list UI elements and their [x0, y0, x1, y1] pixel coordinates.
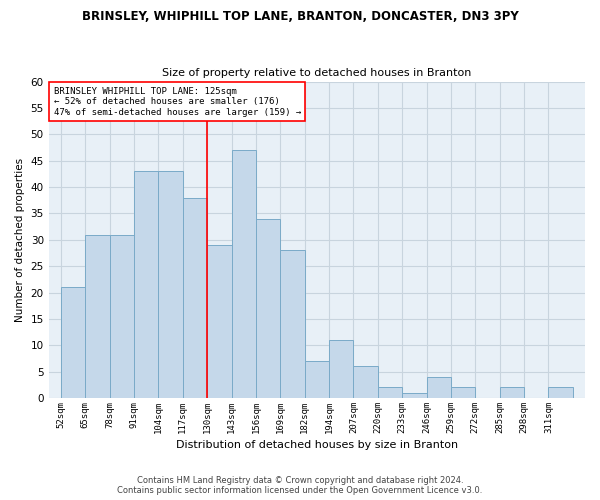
Bar — [134, 171, 158, 398]
Bar — [232, 150, 256, 398]
Bar — [353, 366, 378, 398]
Bar — [402, 393, 427, 398]
Bar — [61, 288, 85, 398]
Text: BRINSLEY WHIPHILL TOP LANE: 125sqm
← 52% of detached houses are smaller (176)
47: BRINSLEY WHIPHILL TOP LANE: 125sqm ← 52%… — [53, 87, 301, 117]
Bar — [500, 388, 524, 398]
Bar — [451, 388, 475, 398]
Y-axis label: Number of detached properties: Number of detached properties — [15, 158, 25, 322]
Bar — [207, 245, 232, 398]
Bar — [110, 234, 134, 398]
Bar — [158, 171, 183, 398]
X-axis label: Distribution of detached houses by size in Branton: Distribution of detached houses by size … — [176, 440, 458, 450]
Bar — [183, 198, 207, 398]
Bar — [378, 388, 402, 398]
Text: Contains HM Land Registry data © Crown copyright and database right 2024.
Contai: Contains HM Land Registry data © Crown c… — [118, 476, 482, 495]
Title: Size of property relative to detached houses in Branton: Size of property relative to detached ho… — [162, 68, 472, 78]
Bar — [329, 340, 353, 398]
Bar — [256, 218, 280, 398]
Bar — [85, 234, 110, 398]
Bar — [427, 377, 451, 398]
Bar — [305, 361, 329, 398]
Text: BRINSLEY, WHIPHILL TOP LANE, BRANTON, DONCASTER, DN3 3PY: BRINSLEY, WHIPHILL TOP LANE, BRANTON, DO… — [82, 10, 518, 23]
Bar — [548, 388, 573, 398]
Bar — [280, 250, 305, 398]
